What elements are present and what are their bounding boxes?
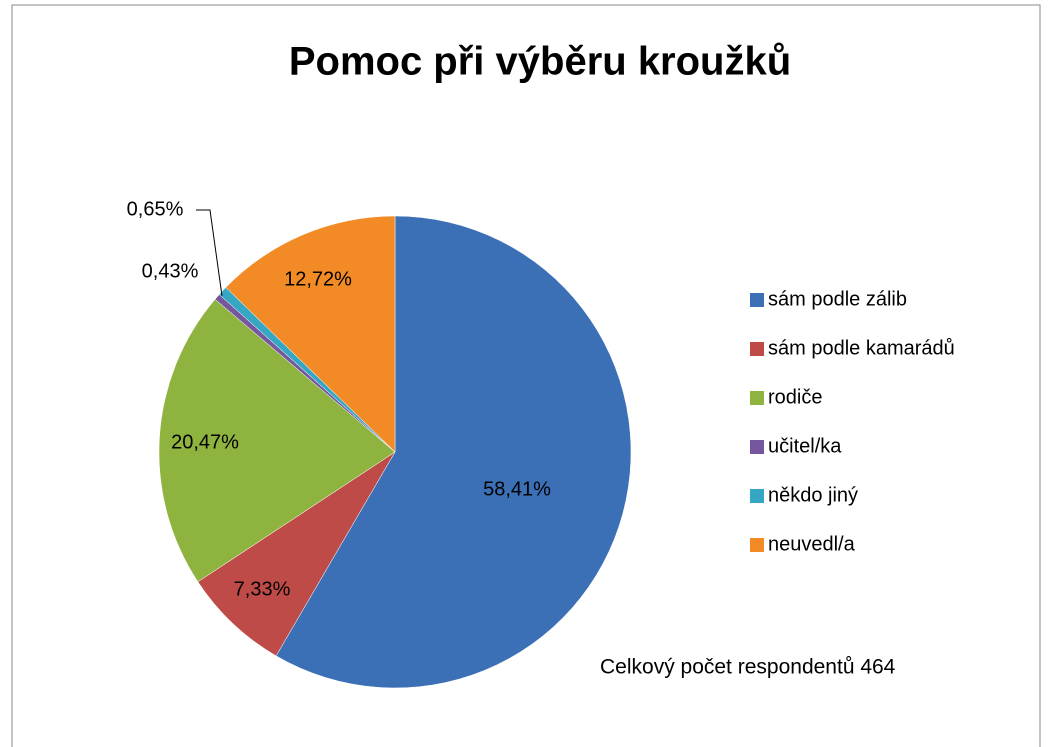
legend-swatch xyxy=(750,391,764,405)
legend-swatch xyxy=(750,440,764,454)
data-label: 58,41% xyxy=(483,478,551,500)
pie-slice xyxy=(158,298,396,583)
legend-label: sám podle kamarádů xyxy=(768,337,955,359)
pie-slice xyxy=(197,451,396,657)
legend-swatch xyxy=(750,489,764,503)
data-label: 0,43% xyxy=(142,260,199,282)
data-label: 20,47% xyxy=(171,431,239,453)
legend-swatch xyxy=(750,538,764,552)
chart-title: Pomoc při výběru kroužků xyxy=(289,40,791,84)
legend-label: neuvedl/a xyxy=(768,533,856,555)
pie-slice xyxy=(275,215,632,689)
legend-label: někdo jiný xyxy=(768,484,858,506)
pie-slice xyxy=(225,215,396,453)
legend-swatch xyxy=(750,293,764,307)
annotation: Celkový počet respondentů 464 xyxy=(600,656,896,679)
data-label: 0,65% xyxy=(127,198,184,220)
legend-label: rodiče xyxy=(768,386,822,408)
legend-swatch xyxy=(750,342,764,356)
data-label: 12,72% xyxy=(284,268,352,290)
leader-line xyxy=(196,209,223,297)
data-label: 7,33% xyxy=(234,578,291,600)
legend-label: učitel/ka xyxy=(768,435,842,457)
legend-label: sám podle zálib xyxy=(768,288,907,310)
